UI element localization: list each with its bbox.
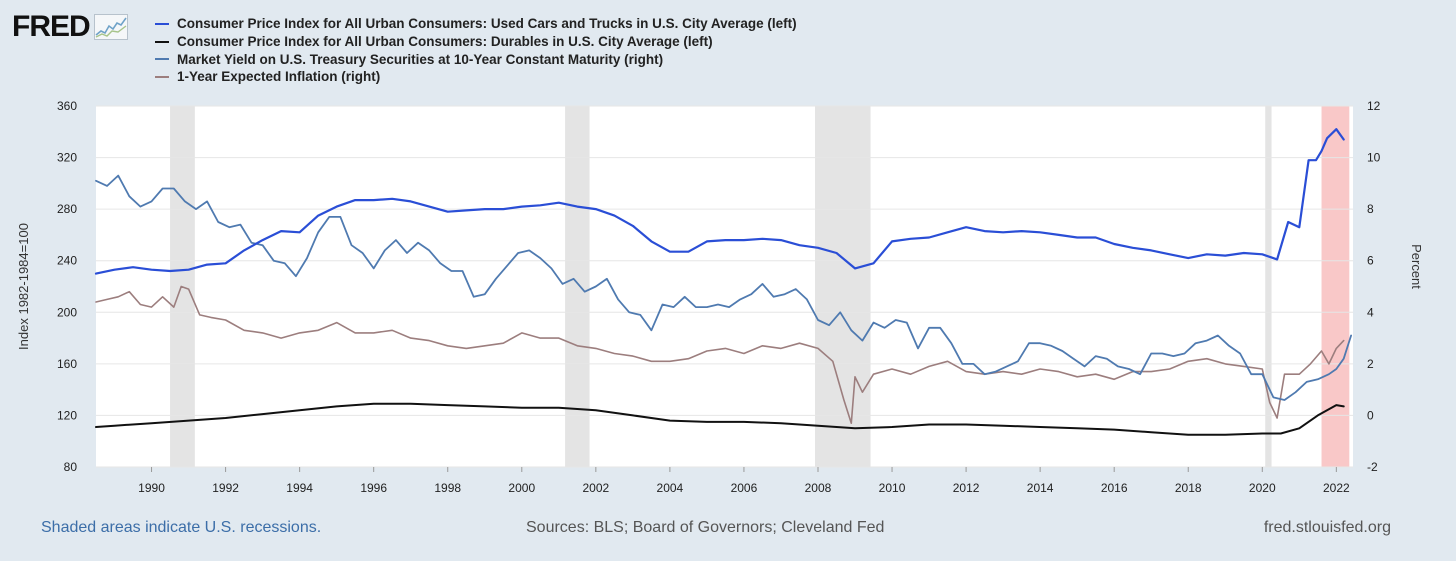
legend-item-treasury-yield[interactable]: Market Yield on U.S. Treasury Securities… (155, 51, 797, 69)
x-tick-label-2008: 2008 (805, 481, 832, 495)
recession-band-4 (1321, 106, 1350, 467)
y-right-tick-2: 2 (1367, 357, 1374, 371)
y-left-tick-200: 200 (57, 305, 77, 319)
y-left-tick-80: 80 (64, 460, 78, 474)
y-left-tick-160: 160 (57, 357, 77, 371)
legend-swatch-durables (155, 40, 169, 43)
y-left-tick-360: 360 (57, 99, 77, 113)
y-right-tick-8: 8 (1367, 202, 1374, 216)
series-lines (94, 128, 1352, 436)
legend-item-used-cars[interactable]: Consumer Price Index for All Urban Consu… (155, 15, 797, 33)
recession-band-2 (815, 106, 871, 467)
x-tick-label-2020: 2020 (1249, 481, 1276, 495)
x-tick-label-1990: 1990 (138, 481, 165, 495)
chart-header: FRED Consumer Price Index for All Urban … (0, 0, 1456, 95)
fred-chart-icon (93, 14, 128, 40)
grid-lines (96, 105, 1353, 468)
x-tick-label-1994: 1994 (286, 481, 313, 495)
x-tick-label-1998: 1998 (434, 481, 461, 495)
y-right-tick-0: 0 (1367, 408, 1374, 422)
sources-text: Sources: BLS; Board of Governors; Clevel… (526, 519, 885, 536)
series-line-durables[interactable] (95, 402, 1345, 436)
y-left-tick-240: 240 (57, 254, 77, 268)
legend-label-used-cars: Consumer Price Index for All Urban Consu… (177, 16, 797, 31)
recession-note: Shaded areas indicate U.S. recessions. (41, 519, 322, 536)
y-left-tick-120: 120 (57, 408, 77, 422)
x-tick-label-2000: 2000 (508, 481, 535, 495)
fred-url-link[interactable]: fred.stlouisfed.org (1263, 519, 1391, 536)
legend-item-expected-inflation[interactable]: 1-Year Expected Inflation (right) (155, 68, 797, 86)
y-right-tick-4: 4 (1367, 305, 1374, 319)
x-axis: 1990 1992 1994 1996 1998 2000 2002 2004 2006 2008… (138, 467, 1350, 495)
x-tick-label-2010: 2010 (879, 481, 906, 495)
x-tick-label-2006: 2006 (731, 481, 758, 495)
series-line-used-cars[interactable] (94, 128, 1345, 275)
x-tick-label-2002: 2002 (582, 481, 609, 495)
y-left-tick-320: 320 (57, 151, 77, 165)
y-axis-left: 80 120 160 200 240 280 320 360 (57, 99, 77, 474)
legend-swatch-used-cars (155, 22, 169, 25)
y-axis-right: -2 0 2 4 6 8 10 12 (1367, 99, 1381, 474)
x-tick-label-2014: 2014 (1027, 481, 1054, 495)
y-right-tick-6: 6 (1367, 254, 1374, 268)
y-axis-right-title: Percent (1409, 244, 1424, 289)
line-chart[interactable]: 1990 1992 1994 1996 1998 2000 2002 2004 2006 2008… (0, 0, 1456, 520)
legend-swatch-expected-inflation (155, 76, 169, 79)
recession-band-1 (565, 106, 590, 467)
x-tick-label-2004: 2004 (657, 481, 684, 495)
fred-logo-text: FRED (12, 10, 91, 43)
y-right-tick-10: 10 (1367, 151, 1381, 165)
x-tick-label-2022: 2022 (1323, 481, 1350, 495)
x-tick-label-1992: 1992 (212, 481, 239, 495)
legend-label-durables: Consumer Price Index for All Urban Consu… (177, 33, 713, 49)
legend-label-treasury-yield: Market Yield on U.S. Treasury Securities… (177, 51, 664, 67)
y-axis-left-title: Index 1982-1984=100 (16, 223, 31, 350)
series-line-expected-inflation[interactable] (95, 285, 1345, 425)
chart-legend: Consumer Price Index for All Urban Consu… (155, 15, 797, 86)
x-tick-label-2018: 2018 (1175, 481, 1202, 495)
legend-label-expected-inflation: 1-Year Expected Inflation (right) (177, 69, 381, 85)
x-tick-label-1996: 1996 (360, 481, 387, 495)
y-left-tick-280: 280 (57, 202, 77, 216)
y-right-tick-12: 12 (1367, 99, 1381, 113)
legend-swatch-treasury-yield (155, 58, 169, 61)
series-line-treasury-yield[interactable] (95, 174, 1352, 401)
plot-area (96, 106, 1353, 467)
y-right-tick--2: -2 (1367, 460, 1378, 474)
x-tick-label-2012: 2012 (953, 481, 980, 495)
legend-item-durables[interactable]: Consumer Price Index for All Urban Consu… (155, 33, 797, 51)
x-tick-label-2016: 2016 (1101, 481, 1128, 495)
recession-band-3 (1265, 106, 1272, 467)
fred-logo[interactable]: FRED (12, 10, 128, 44)
